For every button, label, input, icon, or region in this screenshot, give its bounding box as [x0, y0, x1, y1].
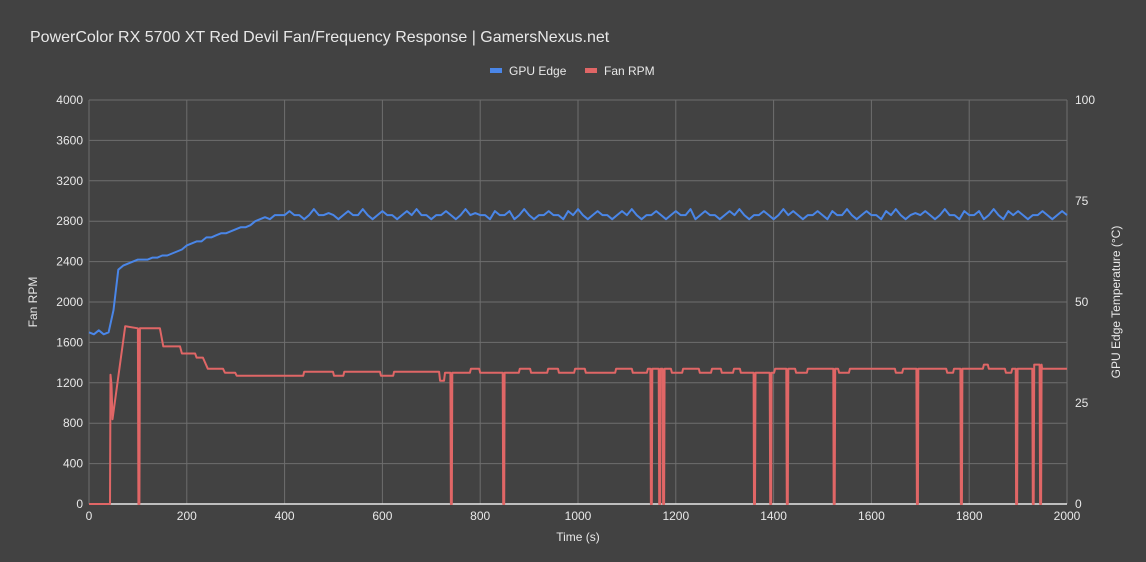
- x-tick-label: 1000: [565, 509, 592, 523]
- y-tick-label: 800: [63, 416, 83, 430]
- y2-tick-label: 25: [1075, 396, 1089, 410]
- y2-tick-label: 100: [1075, 93, 1095, 107]
- series-line-fan-rpm: [89, 325, 1067, 505]
- x-tick-label: 2000: [1054, 509, 1081, 523]
- y-tick-label: 2400: [56, 255, 83, 269]
- y-tick-label: 2000: [56, 295, 83, 309]
- x-tick-label: 1600: [858, 509, 885, 523]
- legend: GPU Edge Fan RPM: [490, 64, 655, 78]
- x-tick-label: 600: [372, 509, 392, 523]
- y2-tick-label: 75: [1075, 194, 1089, 208]
- y2-tick-label: 50: [1075, 295, 1089, 309]
- y-tick-label: 1200: [56, 376, 83, 390]
- y-tick-label: 400: [63, 457, 83, 471]
- x-tick-label: 1400: [760, 509, 787, 523]
- chart-title: PowerColor RX 5700 XT Red Devil Fan/Freq…: [30, 29, 610, 46]
- tick-labels: 0400800120016002000240028003200360040000…: [56, 93, 1095, 523]
- legend-swatch-gpu-edge: [490, 68, 502, 73]
- legend-label-gpu-edge: GPU Edge: [509, 64, 567, 78]
- x-tick-label: 0: [86, 509, 93, 523]
- series-line-gpu-edge: [88, 208, 1068, 336]
- x-tick-label: 1800: [956, 509, 983, 523]
- x-tick-label: 200: [177, 509, 197, 523]
- y-tick-label: 2800: [56, 214, 83, 228]
- x-axis-title: Time (s): [556, 530, 600, 544]
- x-tick-label: 400: [275, 509, 295, 523]
- y-axis-title: Fan RPM: [26, 277, 40, 328]
- legend-label-fan-rpm: Fan RPM: [604, 64, 655, 78]
- gridlines: [88, 99, 1068, 505]
- y-tick-label: 3600: [56, 133, 83, 147]
- y-tick-label: 3200: [56, 174, 83, 188]
- y2-tick-label: 0: [1075, 497, 1082, 511]
- legend-swatch-fan-rpm: [585, 68, 597, 73]
- series-lines: [88, 208, 1068, 505]
- x-tick-label: 1200: [662, 509, 689, 523]
- x-tick-label: 800: [470, 509, 490, 523]
- y-tick-label: 4000: [56, 93, 83, 107]
- y2-axis-title: GPU Edge Temperature (°C): [1109, 226, 1123, 379]
- y-tick-label: 0: [76, 497, 83, 511]
- y-tick-label: 1600: [56, 335, 83, 349]
